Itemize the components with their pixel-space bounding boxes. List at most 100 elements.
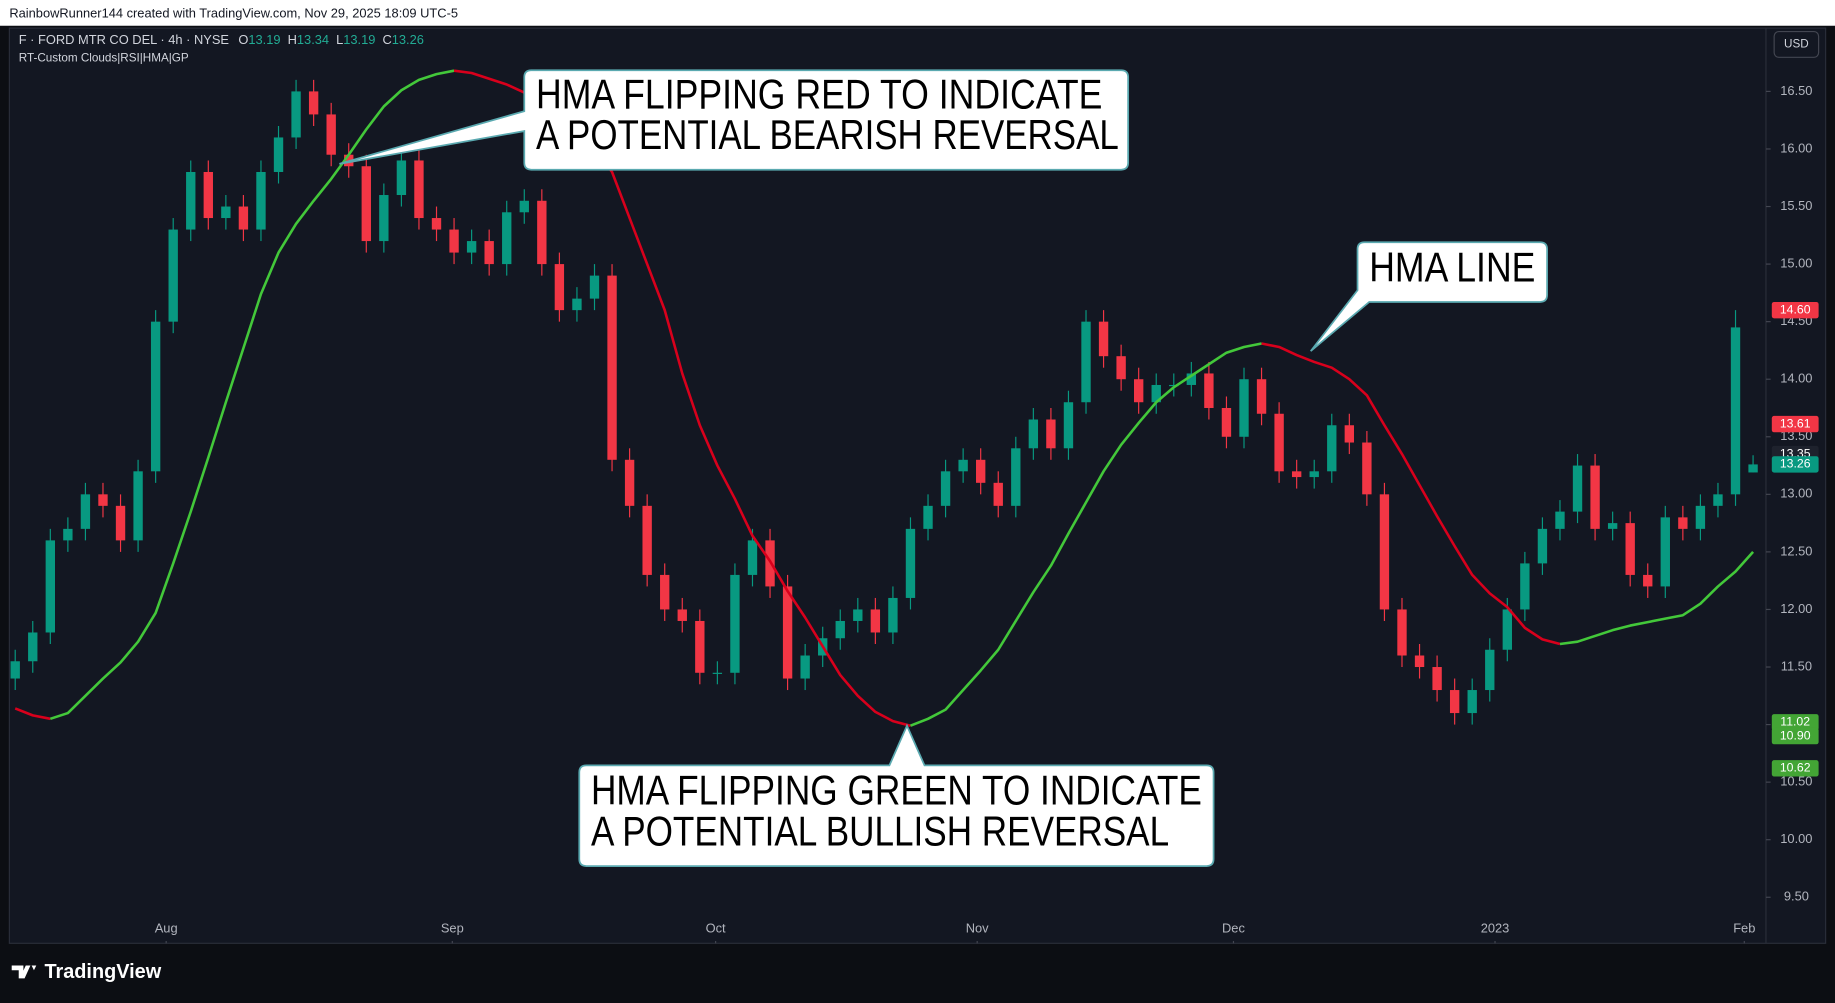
logo-icon bbox=[11, 965, 37, 979]
candle-body bbox=[800, 655, 810, 679]
candle-body bbox=[1239, 379, 1249, 437]
candle-body bbox=[361, 166, 371, 242]
y-tick-label: 10.00 bbox=[1780, 831, 1812, 846]
x-tick-label: Sep bbox=[441, 921, 464, 936]
candle-body bbox=[1660, 517, 1670, 587]
candle-body bbox=[905, 528, 916, 598]
candle-body bbox=[1256, 379, 1267, 414]
candle-body bbox=[379, 195, 389, 242]
x-tick-label: Aug bbox=[155, 921, 178, 936]
price-label: 10.90 bbox=[1780, 728, 1811, 742]
candle-body bbox=[1344, 425, 1355, 443]
candle-body bbox=[238, 206, 249, 230]
candle-body bbox=[923, 505, 933, 529]
candle-body bbox=[1397, 609, 1407, 656]
candle-body bbox=[1081, 321, 1091, 403]
candle-body bbox=[291, 91, 301, 138]
hma-line bbox=[1559, 551, 1755, 646]
candle-body bbox=[835, 620, 845, 639]
candle-body bbox=[1414, 655, 1425, 668]
ohlc-letter: O bbox=[238, 32, 248, 47]
callout-text: HMA FLIPPING GREEN TO INDICATE bbox=[591, 767, 1202, 814]
x-tick-label: Nov bbox=[966, 921, 989, 936]
candle-body bbox=[589, 275, 600, 299]
price-label-box bbox=[1771, 760, 1819, 777]
y-tick-label: 12.00 bbox=[1780, 601, 1812, 616]
plot bbox=[10, 69, 1758, 727]
hma-line bbox=[910, 342, 1262, 727]
x-tick-label: 2023 bbox=[1481, 921, 1510, 936]
candle-body bbox=[1098, 321, 1109, 357]
hma-line bbox=[14, 707, 51, 721]
top-strip bbox=[0, 0, 1835, 26]
currency[interactable]: USD bbox=[1784, 38, 1809, 51]
y-tick-label: 15.50 bbox=[1780, 198, 1812, 213]
price-label-box bbox=[1771, 456, 1819, 473]
candle-body bbox=[1730, 327, 1741, 495]
candle-body bbox=[1625, 523, 1635, 575]
candle-body bbox=[1116, 356, 1126, 380]
candle-body bbox=[572, 298, 582, 311]
price-label-box bbox=[1771, 714, 1819, 731]
candle-body bbox=[98, 494, 108, 506]
candle-body bbox=[484, 241, 494, 265]
x-tick-label: Feb bbox=[1733, 921, 1755, 936]
candle-body bbox=[10, 661, 20, 679]
hma-line bbox=[1261, 342, 1561, 646]
candle-body bbox=[642, 505, 652, 575]
candle-body bbox=[1379, 494, 1390, 610]
currency-button[interactable] bbox=[1773, 31, 1820, 58]
candle-body bbox=[1169, 384, 1179, 387]
y-tick-label: 16.50 bbox=[1780, 83, 1812, 98]
price-label: 13.26 bbox=[1780, 457, 1811, 471]
candle-body bbox=[1555, 511, 1565, 529]
candle-body bbox=[63, 528, 73, 541]
candle-body bbox=[221, 206, 231, 219]
y-tick-label: 16.00 bbox=[1780, 140, 1812, 155]
candle-body bbox=[80, 494, 91, 529]
candle-body bbox=[502, 212, 512, 265]
candle-body bbox=[1309, 471, 1319, 478]
logo: TradingView bbox=[11, 961, 162, 983]
candle-body bbox=[1221, 407, 1232, 437]
candle-body bbox=[1713, 494, 1723, 506]
candle-body bbox=[1678, 517, 1688, 529]
candle-body bbox=[958, 459, 968, 472]
y-tick-label: 13.00 bbox=[1780, 486, 1812, 501]
x-tick-label: Oct bbox=[706, 921, 726, 936]
candle-body bbox=[326, 114, 336, 155]
ohlc-letter: C bbox=[382, 32, 391, 47]
callout-box bbox=[1310, 241, 1548, 352]
candle-body bbox=[993, 482, 1003, 506]
candle-body bbox=[150, 321, 161, 472]
candle-body bbox=[1028, 419, 1039, 449]
candle-body bbox=[186, 171, 196, 230]
candle-body bbox=[1011, 448, 1021, 506]
candle-body bbox=[1151, 384, 1161, 403]
candle-body bbox=[396, 160, 407, 196]
candle-body bbox=[1590, 465, 1600, 529]
candle-body bbox=[1485, 649, 1495, 691]
price-label-box bbox=[1771, 301, 1819, 319]
candle-body bbox=[1643, 574, 1653, 587]
candle-body bbox=[1133, 379, 1144, 403]
ohlc-letter: L bbox=[336, 32, 343, 47]
y-tick-label: 11.50 bbox=[1781, 658, 1812, 673]
ohlc-value: 13.26 bbox=[392, 32, 424, 47]
callout-box bbox=[578, 723, 1215, 867]
credit: RainbowRunner144 created with TradingVie… bbox=[9, 5, 458, 20]
candle-body bbox=[1572, 465, 1583, 512]
y-tick-label: 12.50 bbox=[1780, 543, 1812, 558]
candle-body bbox=[712, 672, 723, 674]
y-tick-label: 15.00 bbox=[1780, 255, 1812, 270]
candle-body bbox=[115, 505, 126, 541]
candle-body bbox=[1467, 690, 1477, 714]
candle-body bbox=[1607, 523, 1618, 529]
candle-body bbox=[976, 459, 986, 483]
candle-body bbox=[1327, 425, 1337, 472]
price-label-box bbox=[1771, 727, 1819, 745]
candle-body bbox=[940, 471, 951, 506]
candle-body bbox=[624, 459, 635, 506]
axes: 9.5010.0010.5011.0011.5012.0012.5013.001… bbox=[155, 83, 1819, 944]
